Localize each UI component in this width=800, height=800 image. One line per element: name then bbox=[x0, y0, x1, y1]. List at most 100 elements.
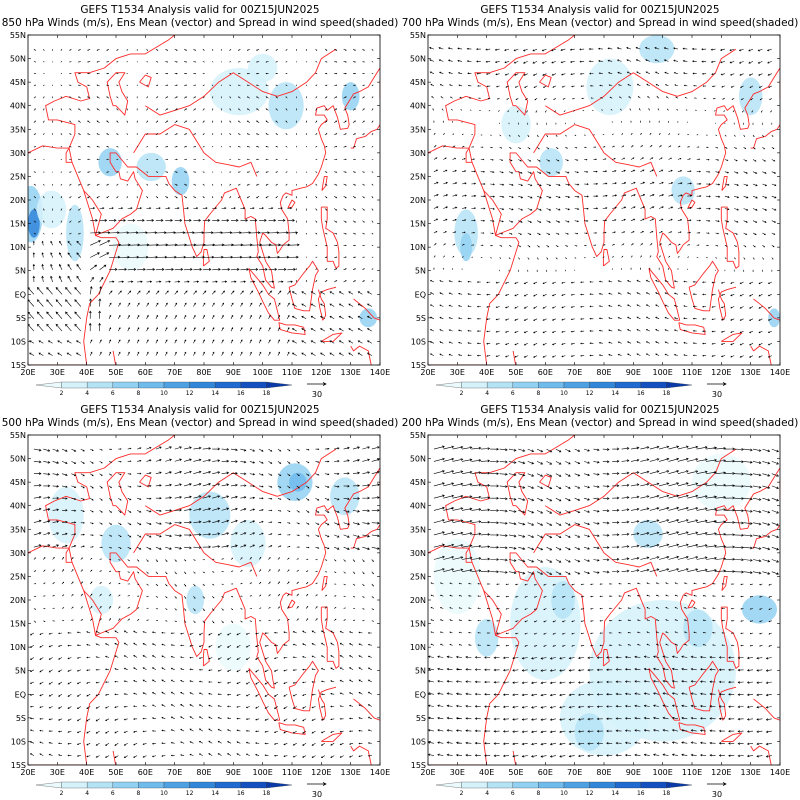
wind-vector bbox=[552, 595, 557, 598]
wind-vector bbox=[602, 207, 608, 210]
wind-vector bbox=[693, 594, 697, 597]
wind-vector bbox=[315, 268, 318, 271]
wind-vector bbox=[709, 741, 716, 745]
wind-vector bbox=[668, 543, 680, 548]
wind-vector bbox=[771, 195, 777, 199]
wind-vector bbox=[471, 446, 482, 450]
wind-vector bbox=[184, 171, 188, 173]
wind-vector bbox=[137, 497, 142, 500]
wind-vector bbox=[305, 120, 307, 123]
wind-vector bbox=[649, 120, 651, 123]
wind-vector bbox=[165, 243, 178, 247]
wind-vector bbox=[127, 559, 130, 562]
wind-vector bbox=[446, 716, 453, 720]
coastline bbox=[688, 660, 719, 712]
wind-vector bbox=[518, 510, 526, 514]
wind-vector bbox=[580, 281, 585, 284]
wind-vector bbox=[767, 318, 772, 321]
wind-vector bbox=[277, 339, 280, 344]
wind-vector bbox=[315, 220, 318, 223]
wind-vector bbox=[371, 458, 380, 462]
wind-vector bbox=[512, 718, 519, 721]
wind-vector bbox=[724, 245, 728, 247]
coastline bbox=[350, 745, 372, 765]
wind-vector bbox=[249, 280, 256, 283]
wind-vector bbox=[718, 717, 725, 720]
colorbar-swatch bbox=[163, 781, 190, 789]
wind-vector bbox=[728, 754, 735, 757]
wind-vector bbox=[476, 293, 481, 296]
wind-vector bbox=[634, 729, 641, 732]
wind-vector bbox=[452, 519, 464, 523]
wind-vector bbox=[621, 267, 623, 270]
wind-vector bbox=[461, 219, 467, 222]
wind-vector bbox=[559, 730, 566, 734]
wind-vector bbox=[211, 61, 214, 63]
panel-title-line1: GEFS T1534 Analysis valid for 00Z15JUN20… bbox=[480, 404, 720, 416]
wind-vector bbox=[362, 232, 365, 235]
wind-vector bbox=[211, 171, 214, 173]
wind-vector bbox=[99, 252, 110, 258]
wind-vector bbox=[551, 48, 556, 52]
wind-vector bbox=[165, 571, 168, 575]
wind-vector bbox=[334, 268, 338, 271]
wind-vector bbox=[90, 510, 94, 513]
wind-vector bbox=[74, 299, 82, 307]
wind-vector bbox=[746, 693, 754, 696]
lon-tick-label: 130E bbox=[741, 768, 761, 777]
wind-vector bbox=[480, 257, 483, 259]
wind-vector bbox=[108, 207, 114, 210]
wind-vector bbox=[292, 631, 297, 634]
wind-vector bbox=[285, 146, 288, 148]
wind-vector bbox=[559, 693, 566, 697]
wind-vector bbox=[268, 607, 271, 609]
wind-vector bbox=[193, 533, 202, 537]
wind-vector bbox=[236, 657, 241, 660]
wind-vector bbox=[161, 704, 166, 707]
wind-vector bbox=[96, 120, 100, 123]
wind-vector bbox=[165, 351, 168, 356]
wind-vector bbox=[430, 594, 435, 597]
wind-vector bbox=[324, 522, 330, 526]
wind-vector bbox=[240, 496, 247, 499]
wind-vector bbox=[739, 294, 744, 297]
wind-vector bbox=[227, 657, 232, 660]
wind-vector bbox=[499, 460, 508, 464]
wind-vector bbox=[496, 595, 500, 598]
wind-vector bbox=[240, 544, 247, 548]
wind-vector bbox=[268, 314, 271, 319]
wind-vector bbox=[664, 316, 669, 320]
wind-vector bbox=[546, 134, 548, 138]
wind-vector bbox=[230, 557, 234, 560]
wind-vector bbox=[737, 717, 744, 721]
wind-vector bbox=[658, 169, 664, 172]
wind-vector bbox=[237, 158, 241, 160]
wind-vector bbox=[630, 120, 632, 123]
wind-vector bbox=[518, 134, 520, 137]
wind-vector bbox=[477, 644, 481, 646]
wind-vector bbox=[212, 558, 215, 560]
wind-vector bbox=[362, 268, 365, 271]
colorbar-swatch bbox=[215, 781, 241, 789]
wind-vector bbox=[559, 706, 566, 709]
wind-vector bbox=[465, 729, 472, 732]
wind-vector bbox=[461, 133, 464, 136]
wind-vector bbox=[542, 85, 547, 88]
wind-vector bbox=[108, 534, 112, 537]
wind-vector bbox=[762, 183, 768, 187]
lat-tick-label: 50N bbox=[10, 55, 26, 64]
wind-vector bbox=[709, 705, 716, 708]
wind-vector bbox=[180, 728, 185, 732]
wind-vector bbox=[683, 292, 688, 295]
wind-vector bbox=[61, 532, 68, 536]
wind-vector bbox=[146, 48, 148, 51]
wind-vector bbox=[771, 183, 777, 187]
wind-vector bbox=[570, 355, 575, 357]
wind-vector bbox=[624, 692, 632, 696]
lon-tick-label: 90E bbox=[626, 768, 641, 777]
spread-patch bbox=[289, 472, 307, 492]
wind-vector bbox=[690, 729, 697, 732]
wind-vector bbox=[762, 146, 765, 150]
wind-vector bbox=[285, 61, 288, 63]
wind-vector bbox=[443, 243, 446, 246]
